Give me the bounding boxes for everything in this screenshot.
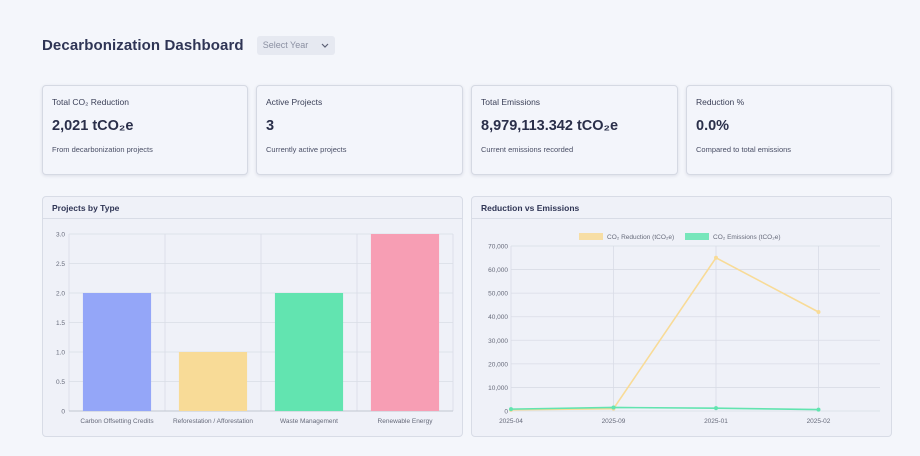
card-value: 2,021 tCO₂e bbox=[52, 118, 134, 134]
y-tick-label: 30,000 bbox=[488, 338, 508, 345]
y-tick-label: 3.0 bbox=[56, 232, 65, 239]
y-tick-label: 20,000 bbox=[488, 361, 508, 368]
data-point bbox=[714, 406, 718, 411]
data-point bbox=[816, 310, 821, 314]
card-total-reduction: Total CO₂ Reduction 2,021 tCO₂e From dec… bbox=[42, 85, 248, 175]
y-tick-label: 10,000 bbox=[488, 385, 508, 392]
page-title: Decarbonization Dashboard bbox=[42, 36, 244, 54]
card-value: 3 bbox=[266, 118, 275, 134]
card-subtext: Compared to total emissions bbox=[696, 145, 792, 154]
card-subtext: Current emissions recorded bbox=[481, 145, 574, 154]
card-subtext: Currently active projects bbox=[266, 145, 347, 154]
x-tick-label: 2025-02 bbox=[807, 418, 831, 425]
year-select[interactable]: Select Year bbox=[256, 35, 335, 55]
y-tick-label: 2.0 bbox=[56, 291, 65, 298]
y-tick-label: 1.0 bbox=[56, 350, 65, 357]
data-point bbox=[509, 407, 513, 412]
card-label: Total Emissions bbox=[481, 97, 541, 107]
series-line bbox=[510, 406, 819, 411]
data-point bbox=[611, 405, 616, 410]
bar bbox=[274, 293, 344, 411]
x-tick-label: 2025-09 bbox=[602, 418, 626, 425]
x-tick-label: 2025-01 bbox=[704, 418, 728, 425]
reduction-vs-emissions-panel: Reduction vs Emissions 0 10,000 20,000 30,0… bbox=[471, 196, 892, 437]
y-tick-label: 60,000 bbox=[488, 267, 508, 274]
x-tick-label: Carbon Offsetting Credits bbox=[80, 418, 154, 425]
y-tick-label: 2.5 bbox=[56, 261, 65, 268]
reduction-line-chart: 0 10,000 20,000 30,000 40,000 50,000 60,000 70,… bbox=[488, 233, 880, 425]
bar bbox=[82, 293, 152, 411]
legend-label: CO₂ Emissions (tCO₂e) bbox=[713, 234, 781, 241]
bar bbox=[370, 234, 440, 411]
panel-title: Reduction vs Emissions bbox=[472, 197, 891, 219]
data-point bbox=[816, 407, 821, 412]
projects-by-type-panel: Projects by Type 0 0.5 1.0 1.5 2.0 2.5 3.0 Carb… bbox=[42, 196, 463, 437]
series-line bbox=[510, 256, 819, 411]
x-tick-label: Reforestation / Afforestation bbox=[173, 418, 253, 425]
card-subtext: From decarbonization projects bbox=[52, 145, 153, 154]
y-tick-label: 40,000 bbox=[488, 314, 508, 321]
x-tick-label: 2025-04 bbox=[499, 418, 523, 425]
x-tick-label: Renewable Energy bbox=[378, 418, 434, 425]
projects-bar-chart: 0 0.5 1.0 1.5 2.0 2.5 3.0 Carbon Offsetting Cre… bbox=[56, 232, 454, 425]
card-label: Active Projects bbox=[266, 97, 323, 107]
card-label: Total CO₂ Reduction bbox=[52, 97, 130, 107]
dashboard-header: Decarbonization Dashboard Select Year bbox=[42, 34, 335, 56]
card-value: 8,979,113.342 tCO₂e bbox=[481, 118, 619, 134]
card-total-emissions: Total Emissions 8,979,113.342 tCO₂e Curr… bbox=[471, 85, 678, 175]
y-tick-label: 70,000 bbox=[488, 244, 508, 251]
card-label: Reduction % bbox=[696, 97, 745, 107]
chevron-down-icon bbox=[321, 43, 329, 48]
card-value: 0.0% bbox=[696, 118, 730, 134]
y-tick-label: 0 bbox=[61, 409, 65, 416]
year-select-placeholder: Select Year bbox=[262, 40, 309, 50]
legend-swatch bbox=[685, 233, 709, 240]
y-tick-label: 0.5 bbox=[56, 379, 65, 386]
y-tick-label: 1.5 bbox=[56, 320, 65, 327]
x-tick-label: Waste Management bbox=[280, 418, 338, 425]
y-tick-label: 0 bbox=[504, 409, 508, 416]
data-point bbox=[714, 255, 718, 260]
y-tick-label: 50,000 bbox=[488, 291, 508, 298]
card-active-projects: Active Projects 3 Currently active proje… bbox=[256, 85, 463, 175]
panel-title: Projects by Type bbox=[43, 197, 462, 219]
card-reduction-percent: Reduction % 0.0% Compared to total emiss… bbox=[686, 85, 892, 175]
legend-label: CO₂ Reduction (tCO₂e) bbox=[607, 234, 674, 241]
bar bbox=[178, 352, 248, 411]
legend-swatch bbox=[579, 233, 603, 240]
